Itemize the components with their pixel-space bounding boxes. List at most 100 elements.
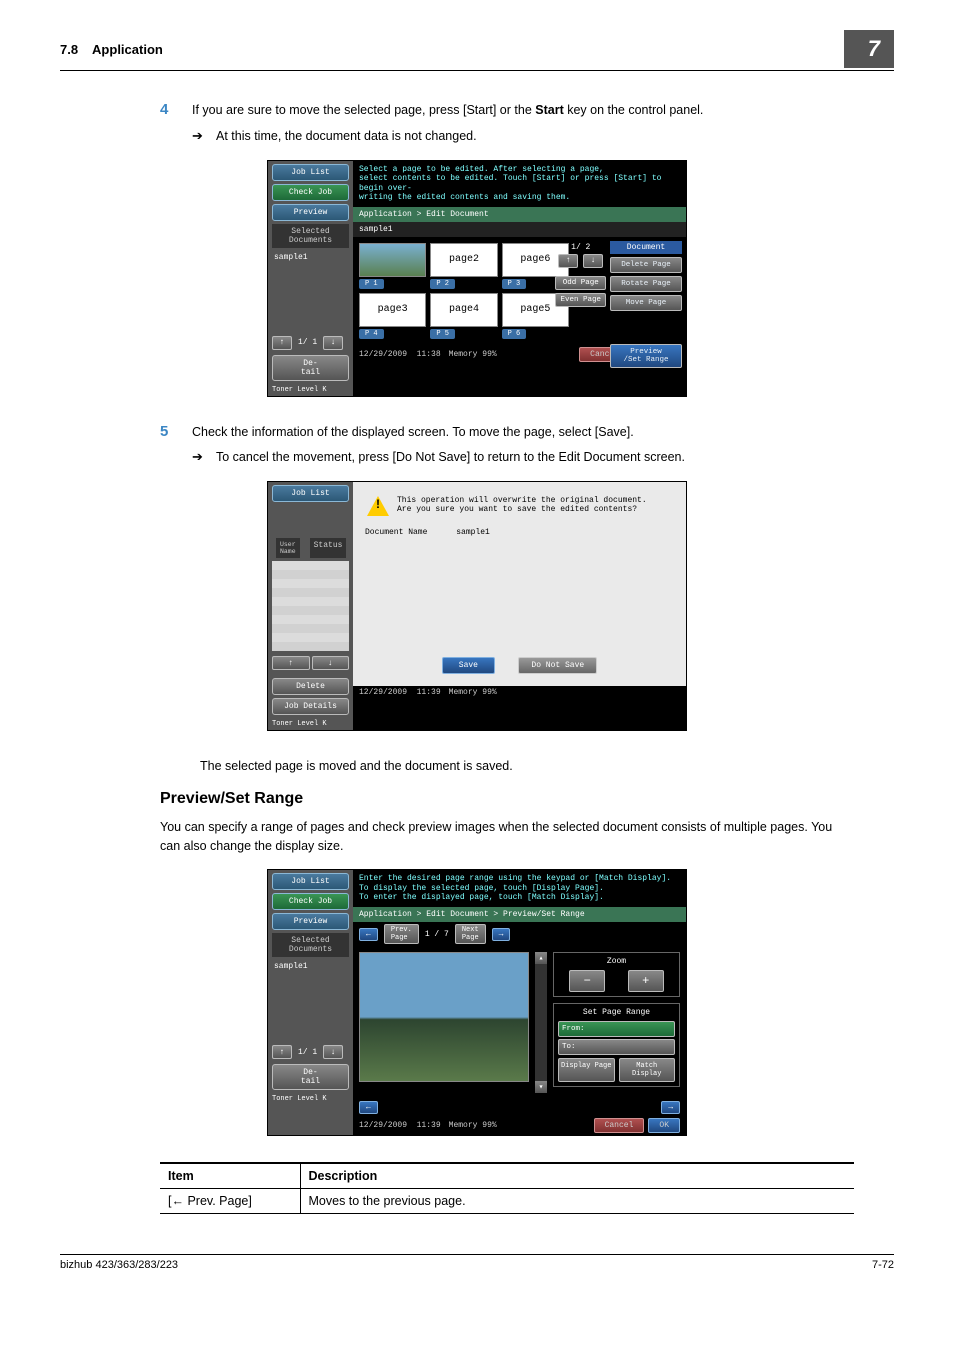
odd-page-button[interactable]: Odd Page <box>555 276 606 290</box>
vertical-scrollbar[interactable]: ▴ ▾ <box>535 952 547 1093</box>
table-header-desc: Description <box>300 1163 854 1189</box>
thumb-5[interactable]: page4 <box>430 293 497 327</box>
rotate-page-button[interactable]: Rotate Page <box>610 276 682 292</box>
page-label-5: P 5 <box>430 329 455 339</box>
check-job-button[interactable]: Check Job <box>272 184 349 201</box>
section-number: 7.8 <box>60 42 78 57</box>
table-cell-item: [← Prev. Page] <box>160 1189 300 1214</box>
detail-button[interactable]: De- tail <box>272 355 349 381</box>
screenshot-preview-range: Job List Check Job Preview Selected Docu… <box>267 869 687 1136</box>
job-details-button[interactable]: Job Details <box>272 698 349 715</box>
from-button[interactable]: From: <box>558 1021 675 1037</box>
document-actions: Document Delete Page Rotate Page Move Pa… <box>610 241 682 371</box>
next-page-button[interactable]: Next Page <box>455 924 486 944</box>
step4-sub: At this time, the document data is not c… <box>216 127 477 146</box>
job-list-button[interactable]: Job List <box>272 485 349 502</box>
step-5: 5 Check the information of the displayed… <box>160 423 854 468</box>
section-title: Application <box>92 42 163 57</box>
doc-name-label: Document Name <box>365 528 427 537</box>
time: 11:38 <box>417 350 441 359</box>
down-arrow-button[interactable]: ↓ <box>323 336 343 350</box>
page-counter: 1/ 1 <box>294 1048 321 1057</box>
date: 12/29/2009 <box>359 688 407 697</box>
page-header: 7.8 Application 7 <box>60 30 894 71</box>
down-arrow-button[interactable]: ↓ <box>323 1045 343 1059</box>
description-table: Item Description [← Prev. Page] Moves to… <box>160 1162 854 1214</box>
memory-label: Memory <box>449 688 478 697</box>
step5-text: Check the information of the displayed s… <box>192 425 634 439</box>
up-arrow-button[interactable]: ↑ <box>272 336 292 350</box>
breadcrumb: Application > Edit Document > Preview/Se… <box>353 907 686 922</box>
do-not-save-button[interactable]: Do Not Save <box>518 657 597 674</box>
page-label-2: P 2 <box>430 279 455 289</box>
thumb-down-button[interactable]: ↓ <box>583 254 603 268</box>
prev-arrow-button[interactable]: ← <box>359 928 378 941</box>
memory-label: Memory <box>449 350 478 359</box>
scroll-up-button[interactable]: ▴ <box>535 952 547 964</box>
ok-button[interactable]: OK <box>648 1118 680 1133</box>
arrow-icon: ➔ <box>192 126 208 146</box>
memory-pct: 99% <box>482 1121 496 1130</box>
thumb-4[interactable]: page3 <box>359 293 426 327</box>
selected-docs-label: Selected Documents <box>272 933 349 957</box>
screenshot-save-confirm: Job List User Name Status ↑ ↓ Delete Job… <box>267 481 687 731</box>
preview-button[interactable]: Preview <box>272 204 349 221</box>
even-page-button[interactable]: Even Page <box>555 293 606 307</box>
thumb-1[interactable] <box>359 243 426 277</box>
doc-name-value: sample1 <box>456 528 490 537</box>
preview-image <box>359 952 529 1082</box>
sample-name: sample1 <box>268 251 353 264</box>
up-arrow-button[interactable]: ↑ <box>272 1045 292 1059</box>
zoom-in-button[interactable]: + <box>628 970 664 992</box>
next-arrow-button[interactable]: → <box>492 928 511 941</box>
delete-button[interactable]: Delete <box>272 678 349 695</box>
after-step5-text: The selected page is moved and the docum… <box>200 757 854 776</box>
instruction-message: Enter the desired page range using the k… <box>353 870 686 907</box>
to-button[interactable]: To: <box>558 1039 675 1055</box>
thumb-up-button[interactable]: ↑ <box>558 254 578 268</box>
job-list-rows <box>272 561 349 651</box>
footer-model: bizhub 423/363/283/223 <box>60 1259 178 1271</box>
job-list-button[interactable]: Job List <box>272 873 349 890</box>
memory-label: Memory <box>449 1121 478 1130</box>
table-cell-desc: Moves to the previous page. <box>300 1189 854 1214</box>
step-4: 4 If you are sure to move the selected p… <box>160 101 854 146</box>
toner-level: Toner Level K <box>268 718 353 730</box>
page-label-4: P 4 <box>359 329 384 339</box>
job-list-button[interactable]: Job List <box>272 164 349 181</box>
hscroll-right-button[interactable]: → <box>661 1101 680 1114</box>
page-label-6: P 6 <box>502 329 527 339</box>
page-counter: 1/ 1 <box>294 338 321 347</box>
step4-text-a: If you are sure to move the selected pag… <box>192 103 535 117</box>
scroll-down-button[interactable]: ▾ <box>535 1081 547 1093</box>
up-arrow-button[interactable]: ↑ <box>272 656 310 670</box>
toner-level: Toner Level K <box>268 384 353 396</box>
page-indicator: 1 / 7 <box>425 930 449 939</box>
page-footer: bizhub 423/363/283/223 7-72 <box>60 1254 894 1271</box>
step5-sub: To cancel the movement, press [Do Not Sa… <box>216 448 685 467</box>
preview-button[interactable]: Preview <box>272 913 349 930</box>
thumb-2[interactable]: page2 <box>430 243 497 277</box>
match-display-button[interactable]: Match Display <box>619 1058 676 1082</box>
memory-pct: 99% <box>482 688 496 697</box>
delete-page-button[interactable]: Delete Page <box>610 257 682 273</box>
zoom-out-button[interactable]: − <box>569 970 605 992</box>
screenshot-edit-document: Job List Check Job Preview Selected Docu… <box>267 160 687 397</box>
warning-icon <box>367 496 389 516</box>
preview-intro: You can specify a range of pages and che… <box>160 818 854 856</box>
preview-set-range-button[interactable]: Preview /Set Range <box>610 344 682 368</box>
down-arrow-button[interactable]: ↓ <box>312 656 350 670</box>
warning-text: This operation will overwrite the origin… <box>397 496 647 514</box>
move-page-button[interactable]: Move Page <box>610 295 682 311</box>
hscroll-left-button[interactable]: ← <box>359 1101 378 1114</box>
prev-page-button[interactable]: Prev. Page <box>384 924 419 944</box>
preview-set-range-heading: Preview/Set Range <box>160 790 894 808</box>
zoom-label: Zoom <box>558 957 675 966</box>
display-page-button[interactable]: Display Page <box>558 1058 615 1082</box>
detail-button[interactable]: De- tail <box>272 1064 349 1090</box>
step4-text-b: Start <box>535 103 563 117</box>
cancel-button[interactable]: Cancel <box>594 1118 645 1133</box>
save-button[interactable]: Save <box>442 657 495 674</box>
check-job-button[interactable]: Check Job <box>272 893 349 910</box>
set-range-label: Set Page Range <box>558 1008 675 1017</box>
